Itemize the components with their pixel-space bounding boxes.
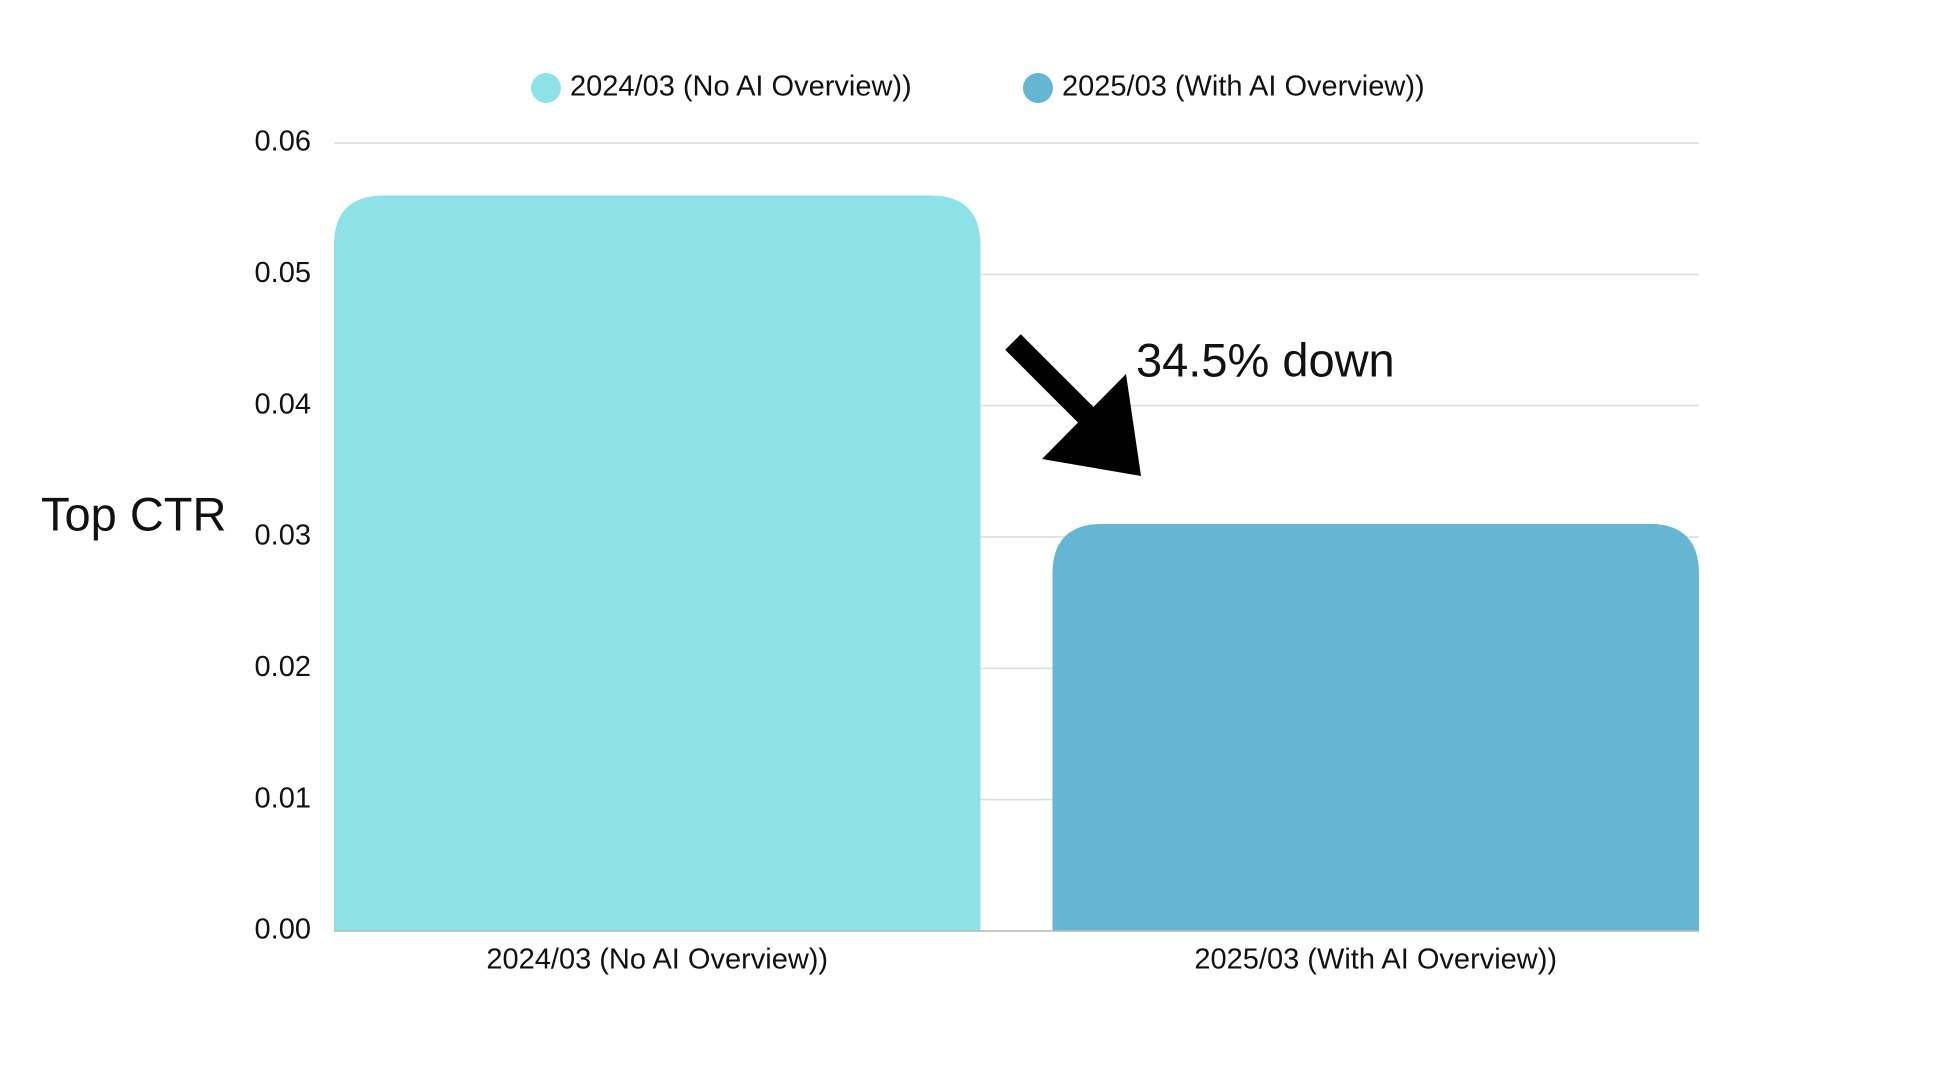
legend-label: 2025/03 (With AI Overview)): [1062, 71, 1425, 103]
annotation: 34.5% down: [1136, 333, 1395, 386]
legend-swatch: [531, 73, 561, 103]
y-tick-label: 0.02: [255, 651, 311, 683]
y-tick-label: 0.06: [255, 126, 311, 158]
legend-swatch: [1023, 73, 1053, 103]
x-tick-label: 2024/03 (No AI Overview)): [486, 944, 828, 976]
y-tick-label: 0.05: [255, 257, 311, 289]
bar: [334, 195, 981, 932]
y-tick-label: 0.01: [255, 782, 311, 814]
legend-label: 2024/03 (No AI Overview)): [570, 71, 912, 103]
y-tick-label: 0.04: [255, 388, 311, 420]
x-tick-label: 2025/03 (With AI Overview)): [1194, 944, 1557, 976]
y-tick-label: 0.00: [255, 914, 311, 946]
y-tick-label: 0.03: [255, 520, 311, 552]
bar: [1052, 523, 1699, 931]
arrow: [1005, 334, 1141, 476]
y-axis-label: Top CTR: [41, 487, 226, 540]
